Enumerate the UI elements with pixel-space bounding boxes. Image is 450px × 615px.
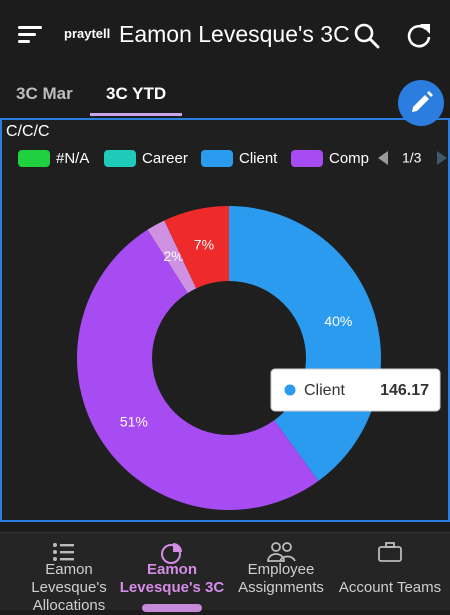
edit-button[interactable] [398, 80, 444, 126]
legend-prev[interactable] [378, 151, 388, 165]
nav-icon [267, 542, 296, 562]
search-button[interactable] [353, 22, 381, 50]
nav-icon [378, 542, 402, 562]
edit-icon [412, 91, 433, 112]
logo: praytell [64, 26, 111, 41]
tab-indicator [90, 113, 182, 116]
pie-slice [76, 229, 319, 511]
slice-label: 2% [163, 248, 183, 264]
page-title: Eamon Levesque's 3C [119, 21, 350, 47]
tab-active[interactable]: 3C YTD [106, 84, 167, 103]
tooltip-value: 146.17 [380, 382, 429, 399]
tooltip-label: Client [304, 382, 345, 399]
legend-next[interactable] [437, 151, 447, 165]
nav-item[interactable]: Eamon Levesque's Allocations [31, 561, 107, 614]
slice-label: 7% [194, 236, 214, 252]
refresh-button[interactable] [404, 21, 434, 51]
legend-label: Comp [329, 150, 369, 167]
legend-page: 1/3 [402, 150, 422, 166]
nav-icon [161, 543, 182, 564]
nav-item[interactable]: Account Teams [338, 579, 442, 596]
chart-title: C/C/C [6, 123, 50, 140]
chart: C/C/C 1/3 #N/A Career Client Comp 40% 51% 2% 7%… [6, 123, 447, 511]
legend-swatch [18, 150, 50, 167]
legend-label: Client [239, 150, 278, 167]
legend-label: #N/A [56, 150, 89, 167]
legend-swatch [201, 150, 233, 167]
slice-label: 40% [324, 313, 352, 329]
slice-label: 51% [120, 413, 148, 429]
nav-item[interactable]: Employee Assignments [238, 561, 324, 596]
menu-button[interactable] [18, 24, 44, 46]
pie-slice [229, 206, 381, 481]
active-indicator [142, 604, 202, 612]
legend-label: Career [142, 150, 188, 167]
tooltip-dot [284, 384, 296, 396]
pie-slice [164, 206, 229, 289]
top-bar: praytell Eamon Levesque's 3C [0, 0, 450, 70]
bottom-nav: Eamon Levesque's Allocations Eamon Leves… [0, 532, 450, 614]
pie-slice [147, 220, 197, 293]
legend-swatch [104, 150, 136, 167]
tab[interactable]: 3C Mar [16, 84, 73, 103]
nav-icon [53, 543, 74, 561]
legend-swatch [291, 150, 323, 167]
nav-item-active[interactable]: Eamon Levesque's 3C [119, 561, 225, 596]
tooltip [270, 368, 441, 412]
